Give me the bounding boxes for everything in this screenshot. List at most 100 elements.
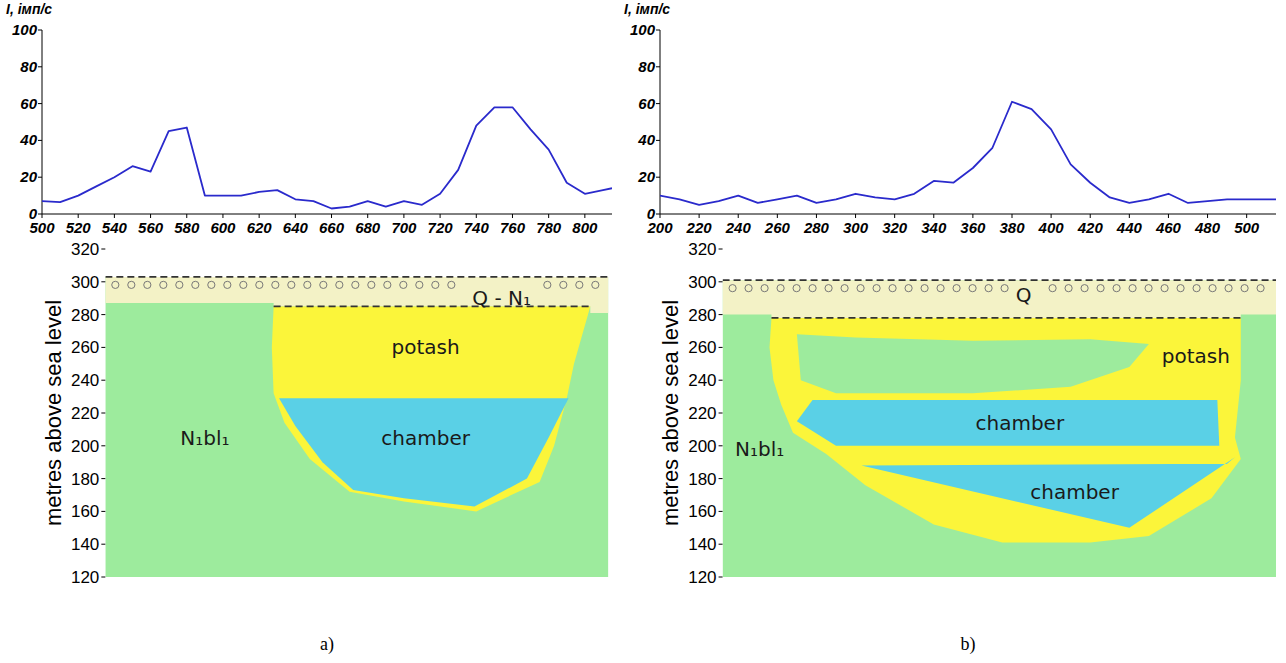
layer-label: N₁bl₁: [180, 426, 229, 450]
layer: [797, 334, 1149, 393]
panel-label: b): [961, 634, 976, 655]
y-tick: [719, 347, 723, 348]
y-tick: [719, 511, 723, 512]
y-tick: [719, 281, 723, 282]
x-tick-label: 780: [536, 219, 562, 236]
pebble: [368, 281, 375, 288]
pebble: [176, 281, 183, 288]
y-tick: [101, 314, 105, 315]
y-tick: [101, 544, 105, 545]
pebble: [1097, 285, 1104, 292]
y-tick: [719, 544, 723, 545]
pebble: [224, 281, 231, 288]
pebble: [1257, 285, 1264, 292]
pebble: [352, 281, 359, 288]
section-decor: [105, 277, 608, 307]
x-tick: [150, 214, 151, 218]
y-tick-label: 100: [12, 21, 38, 38]
pebble: [761, 285, 768, 292]
x-tick: [972, 214, 973, 218]
pebble: [1145, 285, 1152, 292]
y-tick: [38, 177, 42, 178]
x-tick: [295, 214, 296, 218]
pebble: [240, 281, 247, 288]
x-tick: [1246, 214, 1247, 218]
y-tick: [719, 249, 723, 250]
y-tick-label: 240: [688, 371, 716, 390]
y-tick: [656, 103, 660, 104]
layer: [279, 398, 569, 506]
pebble: [745, 285, 752, 292]
pebble: [400, 281, 407, 288]
y-tick-label: 180: [71, 470, 99, 489]
x-tick-label: 400: [1038, 219, 1065, 236]
x-tick: [855, 214, 856, 218]
x-tick: [548, 214, 549, 218]
y-tick: [101, 413, 105, 414]
layer-label: N₁bl₁: [735, 437, 784, 461]
x-tick-label: 560: [138, 219, 164, 236]
pebble: [160, 281, 167, 288]
y-tick-label: 260: [688, 338, 716, 357]
y-tick-label: 80: [20, 58, 37, 75]
y-tick-label: 140: [71, 535, 99, 554]
x-tick-label: 380: [999, 219, 1025, 236]
x-tick: [816, 214, 817, 218]
y-axis-line: [42, 30, 43, 214]
y-tick-label: 80: [638, 58, 655, 75]
section-area: [723, 280, 1276, 577]
plot-area: [660, 102, 1276, 205]
x-tick: [1051, 214, 1052, 218]
x-tick: [222, 214, 223, 218]
x-tick-label: 300: [843, 219, 869, 236]
y-tick: [101, 511, 105, 512]
x-tick: [699, 214, 700, 218]
x-tick-label: 240: [725, 219, 752, 236]
y-tick-label: 100: [630, 21, 656, 38]
panel-label: a): [320, 634, 334, 655]
x-tick-label: 260: [764, 219, 791, 236]
pebble: [560, 281, 567, 288]
y-tick: [719, 478, 723, 479]
x-tick-label: 480: [1194, 219, 1221, 236]
pebble: [304, 281, 311, 288]
y-axis-title: I, імп/с: [624, 1, 670, 17]
x-tick: [476, 214, 477, 218]
x-tick-label: 680: [355, 219, 381, 236]
x-tick: [1090, 214, 1091, 218]
boundary-line: [274, 306, 591, 308]
x-tick-label: 760: [500, 219, 526, 236]
y-tick: [656, 30, 660, 31]
pebble: [1081, 285, 1088, 292]
y-tick: [101, 347, 105, 348]
x-tick: [584, 214, 585, 218]
line-chart: 2002202402602803003203403603804004204404…: [624, 1, 1276, 236]
y-tick-label: 120: [688, 568, 716, 587]
y-tick: [38, 140, 42, 141]
layer: [105, 277, 608, 577]
layer-label: chamber: [976, 411, 1065, 435]
pebble: [969, 285, 976, 292]
pebble: [576, 281, 583, 288]
x-tick-label: 340: [921, 219, 947, 236]
x-tick-label: 500: [1234, 219, 1260, 236]
x-tick-label: 220: [686, 219, 713, 236]
x-tick-label: 540: [102, 219, 128, 236]
y-tick: [101, 249, 105, 250]
x-tick-label: 700: [391, 219, 417, 236]
pebble: [1001, 285, 1008, 292]
pebble: [288, 281, 295, 288]
y-tick-label: 40: [19, 131, 37, 148]
y-tick-label: 60: [638, 95, 655, 112]
layer-label: chamber: [381, 426, 470, 450]
y-tick: [38, 103, 42, 104]
layer: [723, 280, 1276, 577]
layer: [797, 400, 1219, 446]
pebble: [729, 285, 736, 292]
cross-section: N₁bl₁Q - N₁potashchamber1201401601802002…: [41, 240, 608, 587]
pebble: [592, 281, 599, 288]
x-tick: [114, 214, 115, 218]
pebble: [873, 285, 880, 292]
y-axis-title: metres above sea level: [658, 300, 683, 526]
x-tick-label: 460: [1155, 219, 1182, 236]
